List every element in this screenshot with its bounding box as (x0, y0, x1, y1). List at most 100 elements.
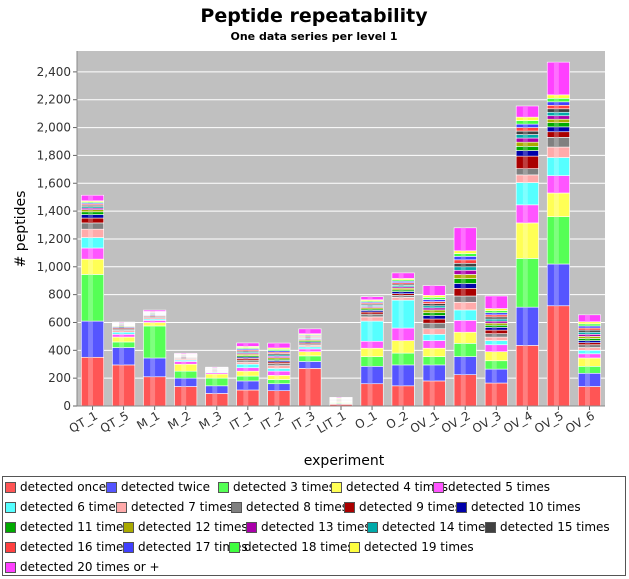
bar-segment-highlight (274, 365, 280, 369)
bar-segment-highlight (274, 357, 280, 360)
x-tick-label: OV_3 (470, 408, 504, 436)
bar-segment-highlight (429, 303, 435, 306)
legend-label: detected 5 times (448, 480, 551, 494)
bar-segment-highlight (398, 278, 404, 280)
bar-segment-highlight (150, 376, 156, 406)
bar-segment-highlight (460, 296, 466, 303)
bar-segment-highlight (150, 318, 156, 321)
bar-segment-highlight (398, 281, 404, 283)
bar-segment-highlight (584, 328, 590, 331)
bar-segment-highlight (584, 330, 590, 333)
bars (81, 61, 601, 407)
bar-segment-highlight (460, 274, 466, 279)
bar-segment-highlight (243, 348, 249, 350)
bar-segment-highlight (522, 307, 528, 346)
y-tick-label: 200 (48, 371, 71, 385)
legend-item: detected 17 times (123, 537, 248, 557)
y-axis: 0 200 400 600 800 1,000 1,200 1,400 1,600 1,800 2,… (37, 51, 78, 413)
bar-segment-highlight (212, 367, 218, 368)
bar-segment-highlight (553, 122, 559, 127)
y-tick-label: 1,600 (37, 176, 71, 190)
bar-segment-highlight (398, 291, 404, 294)
bar-segment-highlight (367, 307, 373, 309)
bar-segment-highlight (367, 310, 373, 313)
bar-segment-highlight (522, 142, 528, 147)
bar-segment-highlight (398, 282, 404, 285)
bar-segment-highlight (460, 356, 466, 375)
legend: detected once detected twice detected 3 ti… (2, 476, 626, 576)
bar-segment-highlight (553, 305, 559, 406)
bar-segment-highlight (119, 337, 125, 342)
bar-segment-highlight (243, 355, 249, 357)
bar-segment-highlight (88, 214, 93, 219)
bar-segment-highlight (243, 376, 249, 381)
bar-segment-highlight (367, 299, 373, 301)
bar-segment-highlight (491, 333, 497, 338)
legend-item: detected 3 times (218, 477, 335, 497)
bar-segment-highlight (150, 322, 156, 326)
bar-segment-highlight (553, 264, 559, 306)
y-tick-label: 2,000 (37, 121, 71, 135)
bar-segment-highlight (429, 295, 435, 298)
bar-segment-highlight (88, 357, 93, 406)
bar-segment-highlight (429, 309, 435, 313)
bar-segment-highlight (88, 201, 93, 204)
bar-segment-highlight (460, 283, 466, 289)
bar-segment-highlight (305, 368, 311, 406)
bar-segment-highlight (150, 325, 156, 358)
bar-segment-highlight (429, 297, 435, 300)
legend-label: detected 8 times (246, 500, 349, 514)
bar-segment-highlight (212, 385, 218, 394)
bar-segment-highlight (243, 358, 249, 361)
bar-segment-highlight (305, 342, 311, 345)
bar-segment-highlight (88, 195, 93, 201)
bar-segment-highlight (305, 351, 311, 356)
bar-segment-highlight (522, 156, 528, 169)
legend-item: detected 19 times (349, 537, 474, 557)
bar-segment-highlight (460, 227, 466, 251)
legend-swatch (331, 481, 342, 493)
bar-segment-highlight (429, 323, 435, 329)
bar-segment-highlight (181, 358, 187, 359)
bar-segment-highlight (305, 346, 311, 349)
bar-segment-highlight (460, 250, 466, 254)
bar-segment-highlight (243, 353, 249, 355)
bar-segment-highlight (274, 359, 280, 361)
legend-item: detected 14 times (367, 517, 492, 537)
legend-swatch (218, 481, 229, 493)
bar-segment-highlight (398, 288, 404, 290)
bar-segment-highlight (305, 361, 311, 369)
bar-segment-highlight (491, 312, 497, 315)
bar-segment-highlight (305, 344, 311, 346)
bar-segment-highlight (398, 284, 404, 286)
bar-segment-highlight (274, 371, 280, 376)
bar-segment-highlight (584, 347, 590, 351)
bar-segment-highlight (243, 371, 249, 377)
x-tick-label: IT_2 (258, 408, 286, 432)
bar-segment-highlight (460, 270, 466, 275)
bar-segment-highlight (181, 360, 187, 362)
bar-segment-highlight (367, 316, 373, 322)
bar-segment-highlight (522, 345, 528, 406)
legend-label: detected 11 times (20, 520, 130, 534)
bar-segment-highlight (429, 285, 435, 296)
bar-segment-highlight (584, 353, 590, 358)
bar-segment-highlight (88, 203, 93, 205)
bar-segment-highlight (212, 373, 218, 379)
bar-segment-highlight (119, 322, 125, 323)
bar-segment-highlight (181, 357, 187, 359)
bar-segment-highlight (88, 321, 93, 358)
legend-swatch (5, 481, 16, 493)
bar-segment-highlight (274, 353, 280, 355)
bar-segment-highlight (460, 374, 466, 406)
y-tick-label: 0 (63, 399, 71, 413)
bar-segment-highlight (522, 127, 528, 132)
bar-segment-highlight (274, 361, 280, 364)
bar-segment-highlight (367, 321, 373, 342)
bar-segment-highlight (553, 108, 559, 113)
y-axis-label: # peptides (13, 191, 29, 268)
y-tick-label: 1,800 (37, 148, 71, 162)
bar-segment-highlight (398, 289, 404, 292)
legend-label: detected 16 times (20, 540, 130, 554)
bar-segment-highlight (367, 341, 373, 349)
